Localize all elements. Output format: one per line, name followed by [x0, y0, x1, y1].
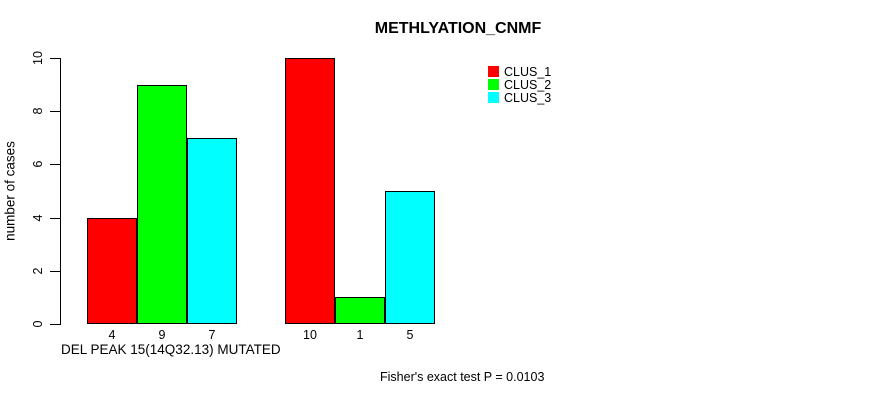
bar-clus_2-group1: [137, 85, 187, 324]
x-axis-label: DEL PEAK 15(14Q32.13) MUTATED: [61, 342, 281, 357]
bar-value-label: 5: [406, 328, 414, 342]
legend-label-clus_1: CLUS_1: [504, 64, 552, 79]
bar-clus_1-group2: [285, 58, 335, 324]
legend-swatch-clus_2: [488, 79, 499, 90]
bar-value-label: 9: [158, 328, 166, 342]
y-axis-tick: [50, 164, 60, 165]
y-axis-tick-label: 4: [31, 214, 45, 222]
bar-value-label: 4: [108, 328, 116, 342]
y-axis-tick-label: 6: [31, 160, 45, 168]
chart-title: METHLYATION_CNMF: [374, 20, 542, 37]
bar-clus_2-group2: [335, 297, 385, 324]
bar-value-label: 7: [208, 328, 216, 342]
bar-clus_3-group2: [385, 191, 435, 324]
bar-value-label: 1: [356, 328, 364, 342]
y-axis-tick-label: 2: [31, 267, 45, 275]
legend-swatch-clus_3: [488, 92, 499, 103]
legend-label-clus_3: CLUS_3: [504, 90, 552, 105]
y-axis-tick-label: 8: [31, 107, 45, 115]
bar-clus_3-group1: [187, 138, 237, 324]
bar-clus_1-group1: [87, 218, 137, 324]
y-axis-tick: [50, 324, 60, 325]
legend-swatch-clus_1: [488, 66, 499, 77]
y-axis-line: [60, 58, 61, 325]
y-axis-label: number of cases: [2, 141, 18, 241]
y-axis-tick-label: 10: [31, 51, 45, 65]
bar-value-label: 10: [303, 328, 317, 342]
y-axis-tick: [50, 58, 60, 59]
y-axis-tick-label: 0: [31, 320, 45, 328]
y-axis-tick: [50, 271, 60, 272]
fisher-test-annotation: Fisher's exact test P = 0.0103: [380, 370, 545, 384]
y-axis-tick: [50, 218, 60, 219]
y-axis-tick: [50, 111, 60, 112]
legend-label-clus_2: CLUS_2: [504, 77, 552, 92]
